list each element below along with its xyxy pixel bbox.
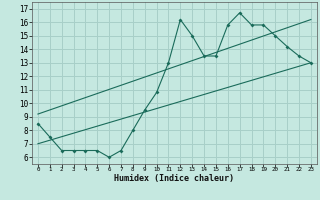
X-axis label: Humidex (Indice chaleur): Humidex (Indice chaleur) (115, 174, 234, 183)
